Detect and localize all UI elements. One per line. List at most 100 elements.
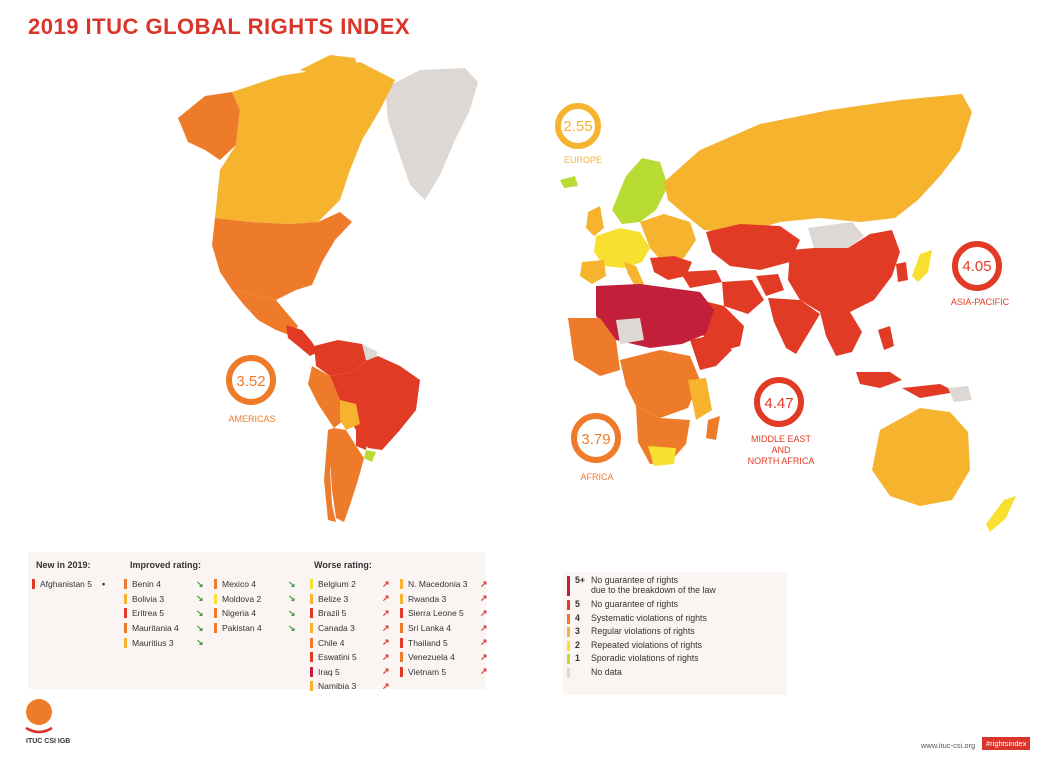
arrow-up-icon: ↗	[382, 578, 390, 589]
legend-number: 5+	[575, 575, 586, 585]
region-europe: 2.55 EUROPE	[555, 103, 602, 165]
italy	[624, 262, 644, 288]
country-label: Eritrea 5	[132, 608, 165, 619]
legend-item: 5 No guarantee of rights	[563, 599, 787, 613]
rating-swatch	[32, 579, 35, 590]
worse-header: Worse rating:	[314, 560, 372, 570]
turkey	[680, 270, 722, 288]
region-score-africa: 3.79	[581, 431, 610, 448]
philippines	[878, 326, 894, 350]
rating-swatch	[124, 608, 127, 619]
rating-swatch	[400, 623, 403, 634]
rating-swatch	[400, 593, 403, 604]
chile	[324, 428, 336, 522]
legend-item: 5+ No guarantee of rights due to the break…	[563, 575, 787, 599]
arrow-down-icon: ↘	[288, 622, 296, 633]
change-item: Moldova 2 ↘	[214, 592, 314, 607]
country-label: Brazil 5	[318, 608, 347, 619]
region-ring-mena	[754, 377, 804, 427]
region-label-mena-1: MIDDLE EAST	[751, 434, 812, 444]
iceland	[560, 176, 578, 188]
legend-swatch	[567, 667, 570, 678]
country-label: Sierra Leone 5	[408, 608, 464, 619]
region-label-mena-3: NORTH AFRICA	[748, 456, 815, 466]
central-america	[286, 325, 318, 356]
change-item: Belize 3 ↗	[310, 592, 405, 607]
region-score-asia-pacific: 4.05	[962, 258, 991, 275]
map-landmasses	[178, 55, 1016, 532]
page-title: 2019 ITUC GLOBAL RIGHTS INDEX	[28, 14, 411, 39]
sahel-nodata	[616, 318, 644, 344]
country-label: Belize 3	[318, 593, 349, 604]
legend-swatch	[567, 576, 570, 596]
legend-number: 4	[575, 612, 580, 623]
change-item: Vietnam 5 ↗	[400, 665, 495, 680]
legend-text: Repeated violations of rights	[591, 639, 703, 650]
region-ring-americas	[226, 355, 276, 405]
country-label: Thailand 5	[408, 637, 448, 648]
mongolia	[808, 222, 864, 248]
worse-column-1: Worse rating: Belgium 2 ↗ Belize 3 ↗ Brazil …	[310, 560, 405, 694]
change-item: Sri Lanka 4 ↗	[400, 621, 495, 636]
arrow-up-icon: ↗	[382, 680, 390, 691]
southeast-asia	[820, 312, 862, 356]
uruguay	[364, 450, 376, 462]
legend-number: 3	[575, 626, 580, 636]
rating-swatch	[400, 608, 403, 619]
arrow-up-icon: ↗	[480, 622, 488, 633]
arrow-up-icon: ↗	[382, 651, 390, 662]
east-africa	[688, 378, 712, 420]
arrow-up-icon: ↗	[382, 666, 390, 677]
eastern-europe	[640, 214, 696, 264]
change-item: Brazil 5 ↗	[310, 606, 405, 621]
new-header: New in 2019:	[36, 560, 91, 570]
central-asia	[706, 224, 800, 270]
website-link[interactable]: www.ituc-csi.org	[921, 741, 976, 750]
legend-swatch	[567, 640, 570, 651]
region-label-africa: AFRICA	[580, 472, 613, 482]
region-score-mena: 4.47	[764, 395, 793, 412]
change-item: Benin 4 ↘	[124, 577, 224, 592]
region-score-americas: 3.52	[236, 373, 265, 390]
country-label: Vietnam 5	[408, 666, 447, 677]
change-item: Iraq 5 ↗	[310, 665, 405, 680]
russia	[664, 94, 972, 234]
legend-text-line: due to the breakdown of the law	[591, 585, 716, 595]
uk	[586, 206, 604, 236]
australia	[872, 408, 970, 506]
greenland	[385, 68, 478, 200]
arrow-down-icon: ↘	[196, 637, 204, 648]
arrow-up-icon: ↗	[480, 593, 488, 604]
legend-item: 3 Regular violations of rights	[563, 626, 787, 640]
change-item: Afghanistan 5 •	[32, 577, 105, 592]
legend-item: 2 Repeated violations of rights	[563, 640, 787, 654]
rating-swatch	[124, 593, 127, 604]
arrow-up-icon: ↗	[480, 578, 488, 589]
iberia	[580, 260, 606, 284]
country-label: Eswatini 5	[318, 652, 357, 663]
country-label: Canada 3	[318, 623, 355, 634]
bolivia	[340, 400, 360, 430]
region-mena: 4.47 MIDDLE EAST AND NORTH AFRICA	[748, 377, 815, 466]
country-label: Mauritania 4	[132, 623, 179, 634]
country-label: Bolivia 3	[132, 593, 165, 604]
central-africa	[620, 350, 700, 418]
guianas	[362, 344, 378, 362]
arrow-down-icon: ↘	[288, 607, 296, 618]
region-ring-asia-pacific	[952, 241, 1002, 291]
legend-swatch	[567, 600, 570, 610]
change-item: Canada 3 ↗	[310, 621, 405, 636]
legend-swatch	[567, 654, 570, 664]
country-label: Moldova 2	[222, 593, 262, 604]
change-item: Sierra Leone 5 ↗	[400, 606, 495, 621]
rating-swatch	[310, 652, 313, 663]
mexico	[232, 290, 298, 336]
region-rings: 2.55 EUROPE 4.05 ASIA-PACIFIC 3.52 AMERI…	[226, 103, 1010, 482]
rating-changes-panel: New in 2019: Afghanistan 5 • Improved rat…	[28, 552, 488, 692]
arrow-up-icon: ↗	[382, 593, 390, 604]
hashtag-badge[interactable]: #rightsindex	[982, 737, 1031, 750]
arrow-down-icon: ↘	[196, 607, 204, 618]
country-label: Benin 4	[132, 579, 161, 590]
new-column: New in 2019: Afghanistan 5 •	[32, 560, 105, 592]
